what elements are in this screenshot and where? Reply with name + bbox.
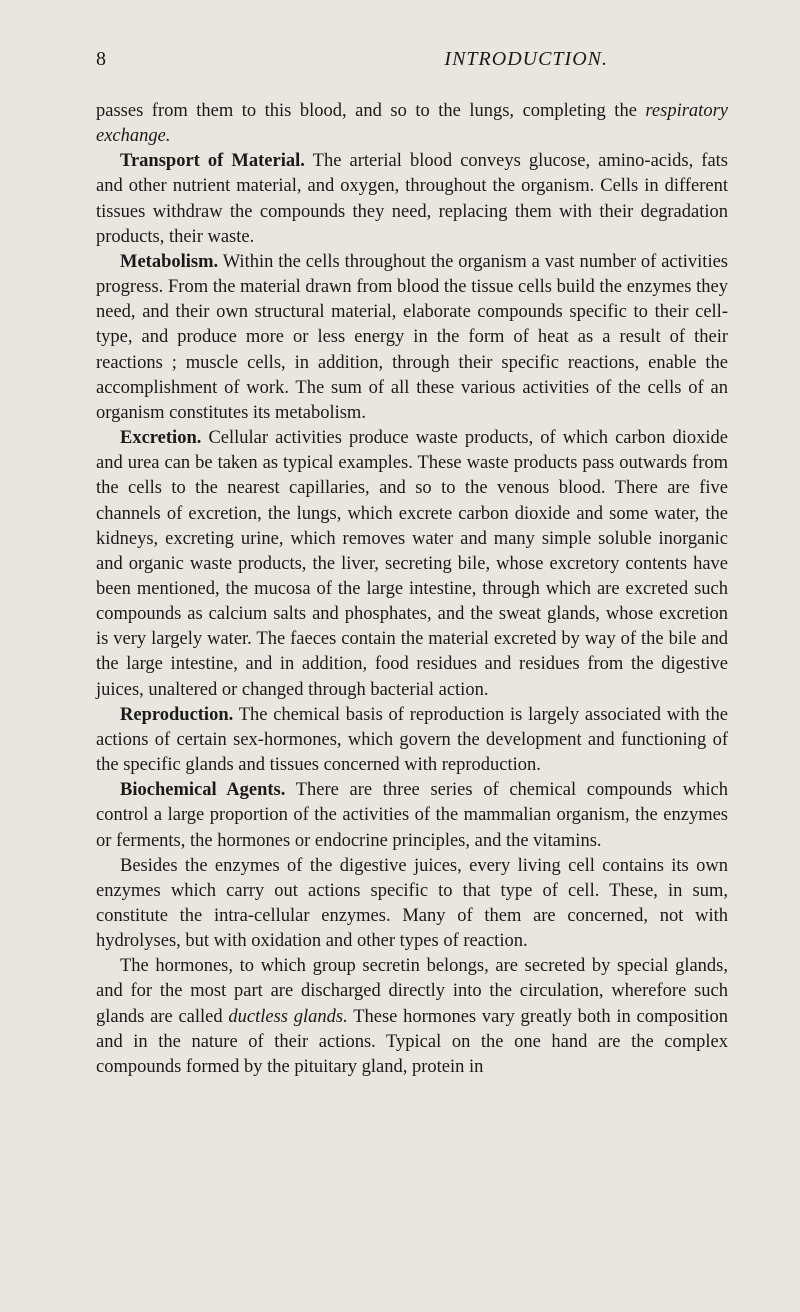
- paragraph-metabolism: Metabolism. Within the cells throughout …: [96, 250, 728, 426]
- running-title: INTRODUCTION.: [444, 48, 608, 71]
- metabolism-body: Within the cells throughout the organism…: [96, 252, 728, 423]
- paragraph-reproduction: Reproduction. The chemical basis of repr…: [96, 703, 728, 778]
- paragraph-excretion: Excretion. Cellular activities produce w…: [96, 426, 728, 703]
- paragraph-hormones: The hormones, to which group secretin be…: [96, 954, 728, 1080]
- metabolism-heading: Metabolism.: [120, 252, 218, 272]
- paragraph-continuation: passes from them to this blood, and so t…: [96, 99, 728, 149]
- paragraph-enzymes: Besides the enzymes of the digestive jui…: [96, 854, 728, 955]
- excretion-body: Cellular activities produce waste produc…: [96, 428, 728, 700]
- body-text: passes from them to this blood, and so t…: [96, 99, 728, 1080]
- biochem-heading: Biochemical Agents.: [120, 780, 285, 800]
- page-header: 8 INTRODUCTION.: [96, 48, 728, 71]
- ductless-glands-term: ductless glands.: [228, 1007, 347, 1027]
- transport-heading: Transport of Material.: [120, 151, 305, 171]
- paragraph-biochem: Biochemical Agents. There are three seri…: [96, 778, 728, 853]
- paragraph-transport: Transport of Material. The arterial bloo…: [96, 149, 728, 250]
- para1-text: passes from them to this blood, and so t…: [96, 101, 645, 121]
- page-number: 8: [96, 48, 106, 71]
- excretion-heading: Excretion.: [120, 428, 201, 448]
- enzymes-body: Besides the enzymes of the digestive jui…: [96, 856, 728, 951]
- reproduction-heading: Reproduction.: [120, 705, 233, 725]
